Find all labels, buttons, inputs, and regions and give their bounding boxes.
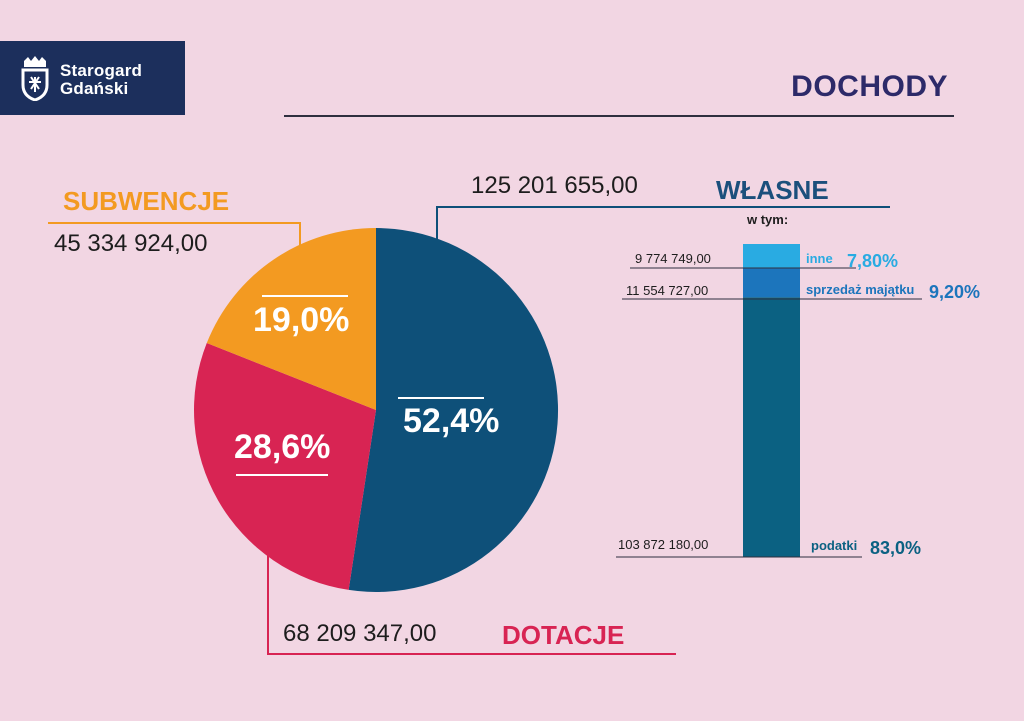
slice-label-dotacje: DOTACJE <box>502 620 625 650</box>
slice-amount-subwencje: 45 334 924,00 <box>54 230 208 257</box>
segment-pct-sprzedaz: 9,20% <box>929 282 981 302</box>
bar-segment-podatki <box>743 297 800 557</box>
slice-amount-wlasne: 125 201 655,00 <box>471 172 638 199</box>
segment-amount-inne: 9 774 749,00 <box>635 251 711 266</box>
bar-header: w tym: <box>747 212 789 227</box>
crest-icon <box>21 56 49 101</box>
leader-subwencje <box>48 222 301 296</box>
slice-amount-dotacje: 68 209 347,00 <box>283 620 437 647</box>
page-title: DOCHODY <box>791 70 948 103</box>
bar-segment-sprzedaz <box>743 268 800 298</box>
slice-pct-wlasne: 52,4% <box>403 402 500 440</box>
leader-dotacje <box>267 475 676 655</box>
title-underline <box>284 115 954 117</box>
segment-label-podatki: podatki <box>811 538 858 553</box>
stacked-bar <box>616 244 922 558</box>
slice-pct-subwencje: 19,0% <box>253 301 350 339</box>
slice-pct-dotacje: 28,6% <box>234 428 331 466</box>
segment-pct-podatki: 83,0% <box>870 538 922 558</box>
segment-label-inne: inne <box>806 251 833 266</box>
segment-pct-inne: 7,80% <box>847 251 899 271</box>
logo-line-1: Starogard <box>60 61 143 80</box>
pie-slice-subwencje <box>206 228 376 410</box>
segment-amount-sprzedaz: 11 554 727,00 <box>626 283 709 298</box>
logo: Starogard Gdański <box>0 41 185 115</box>
pie-slice-dotacje <box>194 343 376 590</box>
pie-slice-wlasne <box>348 228 559 592</box>
bar-segment-inne <box>743 244 800 269</box>
segment-label-sprzedaz: sprzedaż majątku <box>806 282 915 297</box>
pie-slices <box>194 228 559 592</box>
slice-label-subwencje: SUBWENCJE <box>63 186 230 216</box>
slice-label-wlasne: WŁASNE <box>716 175 829 205</box>
logo-line-2: Gdański <box>60 79 129 98</box>
segment-amount-podatki: 103 872 180,00 <box>618 537 709 552</box>
leader-lines <box>48 206 890 655</box>
leader-wlasne <box>436 206 890 398</box>
